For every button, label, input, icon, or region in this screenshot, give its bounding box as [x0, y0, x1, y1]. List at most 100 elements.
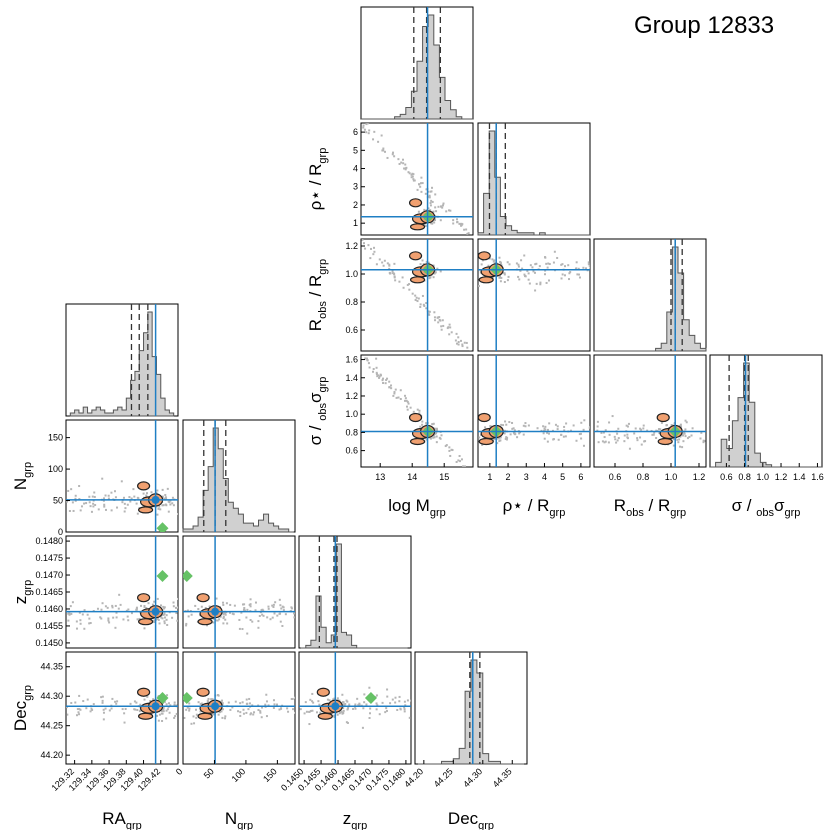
scatter-point	[143, 606, 146, 609]
scatter-point	[433, 272, 436, 275]
scatter-point	[524, 425, 527, 428]
scatter-point	[86, 613, 89, 616]
scatter-point	[433, 427, 436, 430]
right-ytick-label-rho: 3	[353, 182, 358, 192]
scatter-point	[372, 368, 375, 371]
left-xtick-label-dec: 44.25	[432, 766, 455, 789]
right-ytick-label-rho: 4	[353, 164, 358, 174]
scatter-point	[582, 266, 585, 269]
scatter-point	[429, 209, 432, 212]
scatter-point	[363, 693, 366, 696]
scatter-point	[157, 618, 160, 621]
scatter-point	[529, 264, 532, 267]
scatter-point	[260, 609, 263, 612]
scatter-point	[92, 505, 95, 508]
scatter-point	[521, 267, 524, 270]
scatter-point	[657, 428, 660, 431]
scatter-point	[428, 196, 431, 199]
scatter-point	[544, 256, 547, 259]
scatter-point	[504, 420, 507, 423]
scatter-point	[651, 433, 654, 436]
right-scatter-frame-robs-sobs	[593, 354, 707, 468]
left-ytick-label-n: 100	[48, 464, 63, 474]
scatter-point	[386, 695, 389, 698]
right-contour-robs-sobs-2	[656, 412, 670, 423]
scatter-point	[163, 622, 166, 625]
scatter-point	[245, 711, 248, 714]
scatter-point	[70, 488, 73, 491]
scatter-point	[156, 714, 159, 717]
scatter-point	[133, 708, 136, 711]
scatter-point	[399, 708, 402, 711]
scatter-point	[548, 263, 551, 266]
scatter-point	[445, 444, 448, 447]
scatter-point	[600, 431, 603, 434]
scatter-point	[287, 710, 290, 713]
scatter-point	[560, 277, 563, 280]
scatter-point	[542, 432, 545, 435]
scatter-point	[579, 432, 582, 435]
scatter-point	[93, 495, 96, 498]
scatter-point	[518, 278, 521, 281]
scatter-point	[393, 276, 396, 279]
left-axis-label-dec: Decgrp	[448, 809, 494, 830]
scatter-point	[197, 608, 200, 611]
scatter-point	[110, 509, 113, 512]
scatter-point	[546, 428, 549, 431]
scatter-point	[383, 259, 386, 262]
scatter-point	[317, 700, 320, 703]
scatter-point	[449, 209, 452, 212]
scatter-point	[459, 460, 462, 463]
right-scatter-points-logm-robs	[361, 239, 472, 351]
scatter-point	[504, 437, 507, 440]
scatter-point	[402, 162, 405, 165]
scatter-point	[185, 624, 188, 627]
scatter-point	[375, 366, 378, 369]
scatter-point	[111, 697, 114, 700]
scatter-point	[71, 601, 74, 604]
scatter-point	[243, 607, 246, 610]
scatter-point	[290, 697, 293, 700]
axis-label-subscript: grp	[549, 507, 565, 519]
left-axis-label-z: zgrp	[343, 809, 367, 830]
scatter-point	[403, 708, 406, 711]
left-xtick-label-dec: 44.30	[461, 766, 484, 789]
scatter-point	[110, 707, 113, 710]
scatter-point	[391, 698, 394, 701]
scatter-point	[421, 423, 424, 426]
scatter-point	[404, 163, 407, 166]
scatter-point	[589, 432, 590, 435]
scatter-point	[221, 716, 224, 719]
scatter-point	[106, 606, 109, 609]
scatter-point	[561, 263, 564, 266]
scatter-point	[372, 253, 375, 256]
scatter-point	[409, 406, 412, 409]
scatter-point	[354, 703, 357, 706]
scatter-point	[455, 460, 458, 463]
scatter-point	[82, 700, 85, 703]
scatter-point	[212, 617, 215, 620]
scatter-point	[431, 423, 434, 426]
scatter-point	[597, 441, 600, 444]
scatter-point	[166, 623, 169, 626]
right-scatter-frame-logm-sobs	[360, 354, 474, 468]
scatter-point	[166, 708, 169, 711]
scatter-point	[311, 709, 314, 712]
scatter-point	[528, 282, 531, 285]
scatter-point	[66, 713, 69, 716]
scatter-point	[104, 707, 107, 710]
scatter-point	[381, 701, 384, 704]
left-contour-ra-dec-2	[137, 687, 151, 697]
scatter-point	[414, 299, 417, 302]
scatter-point	[543, 273, 546, 276]
scatter-point	[293, 616, 295, 619]
scatter-point	[460, 224, 463, 227]
left-scatter-panel-ra-z	[65, 535, 179, 649]
left-scatter-points-z-dec	[299, 686, 411, 729]
scatter-point	[163, 700, 166, 703]
scatter-point	[457, 340, 460, 343]
left-contour-ra-z-2	[137, 593, 151, 603]
right-ytick-label-robs: 0.6	[345, 325, 358, 335]
scatter-point	[155, 491, 158, 494]
scatter-point	[433, 221, 436, 224]
